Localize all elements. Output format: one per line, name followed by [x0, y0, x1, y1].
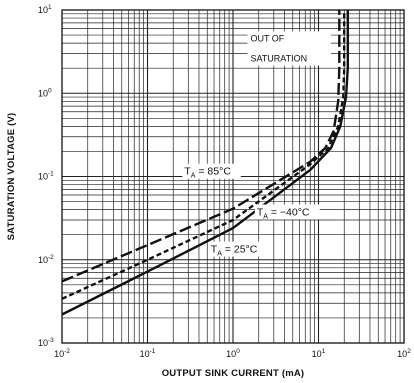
x-tick-labels: 10-2 10-1 100 101 102: [54, 348, 411, 359]
annotation-line-1: OUT OF: [250, 33, 284, 43]
x-tick-label: 101: [312, 348, 326, 359]
out-of-saturation-annotation: OUT OF SATURATION: [247, 31, 331, 66]
series-labels: TA = 85°C TA = −40°C TA = 25°C: [182, 163, 320, 258]
y-tick-label: 100: [38, 87, 52, 98]
y-tick-label: 10-1: [38, 171, 54, 182]
y-axis-title: SATURATION VOLTAGE (V): [6, 113, 17, 241]
x-tick-label: 102: [397, 348, 411, 359]
annotation-line-2: SATURATION: [250, 54, 307, 64]
plot-frame: [61, 9, 405, 344]
series-label: TA = 85°C: [184, 166, 231, 180]
series-group: [61, 10, 349, 316]
series-line: [61, 10, 349, 316]
series-label-bg: [208, 241, 268, 257]
x-axis-title: OUTPUT SINK CURRENT (mA): [162, 368, 305, 379]
series-label: TA = 25°C: [211, 244, 258, 258]
y-tick-label: 10-2: [38, 254, 54, 265]
y-tick-labels: 10-3 10-2 10-1 100 101: [38, 4, 54, 348]
x-tick-label: 10-2: [54, 348, 70, 359]
y-tick-label: 10-3: [38, 337, 54, 348]
series-line: [61, 10, 341, 283]
series-label-bg: [254, 204, 320, 220]
x-tick-label: 10-1: [140, 348, 156, 359]
y-tick-label: 101: [38, 4, 52, 15]
series-label: TA = −40°C: [257, 207, 310, 221]
series-label-bg: [182, 163, 241, 179]
x-tick-label: 100: [226, 348, 240, 359]
series-line: [61, 10, 346, 300]
